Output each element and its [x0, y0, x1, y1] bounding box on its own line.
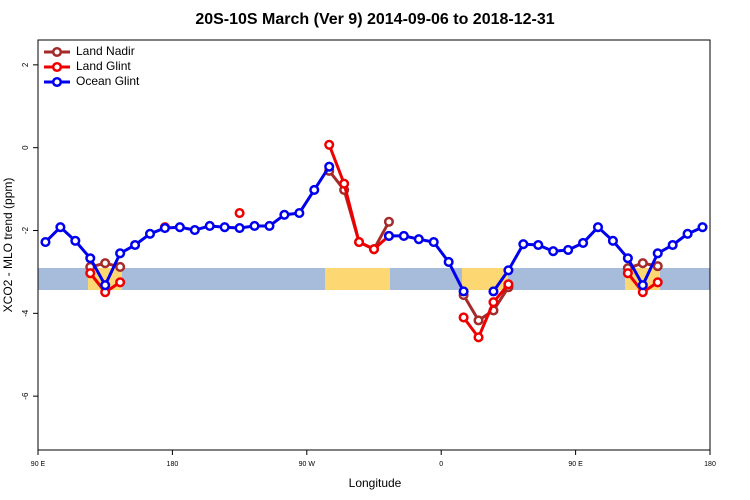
data-point — [368, 244, 380, 255]
data-point — [697, 222, 708, 233]
data-point — [324, 161, 335, 172]
legend-marker — [51, 46, 63, 58]
data-point — [637, 280, 648, 291]
data-point — [85, 253, 96, 264]
data-point — [339, 178, 350, 189]
data-point — [563, 244, 574, 256]
data-point — [324, 139, 335, 150]
data-point — [100, 280, 111, 291]
data-point — [473, 315, 484, 326]
legend-label: Ocean Glint — [76, 74, 140, 88]
data-point — [488, 286, 499, 297]
data-point — [174, 222, 185, 233]
data-point — [354, 237, 365, 248]
x-tick-label: 180 — [167, 461, 179, 468]
data-point — [130, 239, 141, 251]
y-axis-label: XCO2 - MLO trend (ppm) — [1, 178, 15, 313]
land-band — [88, 268, 122, 290]
data-point — [383, 216, 394, 227]
data-point — [533, 239, 544, 251]
data-point — [264, 220, 275, 231]
legend-marker — [51, 76, 63, 88]
y-tick-label: 2 — [21, 62, 30, 67]
data-point — [428, 237, 439, 248]
data-point — [309, 184, 320, 195]
data-point — [115, 261, 126, 272]
data-point — [503, 279, 514, 290]
data-point — [458, 312, 469, 323]
data-point — [578, 237, 589, 248]
x-tick-label: 90 E — [31, 461, 46, 468]
data-point — [443, 256, 454, 268]
data-point — [398, 230, 409, 241]
background-band — [38, 268, 710, 290]
data-point — [234, 222, 245, 234]
y-tick-label: -4 — [21, 309, 30, 317]
data-point — [219, 222, 230, 233]
data-point — [592, 222, 604, 233]
x-axis-label: Longitude — [349, 476, 402, 490]
series-line — [89, 144, 659, 339]
data-point — [204, 220, 215, 231]
data-point — [294, 208, 305, 219]
data-point — [413, 234, 424, 245]
data-point — [383, 230, 394, 241]
data-point — [682, 228, 693, 239]
data-point — [100, 258, 111, 269]
data-point — [40, 237, 51, 248]
data-point — [518, 239, 529, 250]
x-tick-label: 90 E — [568, 461, 583, 468]
data-point — [85, 268, 96, 279]
data-point — [637, 258, 648, 269]
y-tick-label: 0 — [21, 145, 30, 150]
chart-title: 20S-10S March (Ver 9) 2014-09-06 to 2018… — [195, 11, 554, 28]
plot-frame — [37, 39, 711, 451]
data-point — [652, 248, 663, 259]
data-point — [607, 235, 618, 246]
x-tick-label: 180 — [704, 461, 716, 468]
data-point — [249, 220, 260, 231]
data-point — [473, 332, 484, 343]
data-point — [234, 208, 245, 219]
land-band — [625, 268, 660, 290]
data-point — [144, 228, 156, 239]
y-tick-label: -6 — [21, 392, 30, 400]
data-point — [652, 277, 663, 288]
data-point — [622, 268, 633, 279]
data-point — [189, 225, 200, 236]
data-point — [488, 297, 499, 308]
data-point — [70, 235, 81, 246]
y-tick-label: -2 — [21, 226, 30, 234]
legend-marker — [51, 61, 63, 73]
data-point — [503, 265, 514, 276]
data-point — [279, 209, 290, 220]
legend-label: Land Nadir — [76, 44, 135, 58]
data-point — [622, 253, 633, 264]
legend-label: Land Glint — [76, 59, 131, 73]
data-point — [667, 239, 678, 251]
x-tick-label: 90 W — [299, 461, 316, 468]
data-point — [652, 261, 663, 272]
data-point — [458, 286, 469, 297]
data-point — [55, 222, 66, 233]
data-point — [548, 246, 559, 257]
data-point — [115, 248, 126, 259]
data-point — [159, 222, 170, 234]
data-point — [115, 277, 126, 288]
x-tick-label: 0 — [439, 461, 443, 468]
land-band — [325, 268, 390, 290]
